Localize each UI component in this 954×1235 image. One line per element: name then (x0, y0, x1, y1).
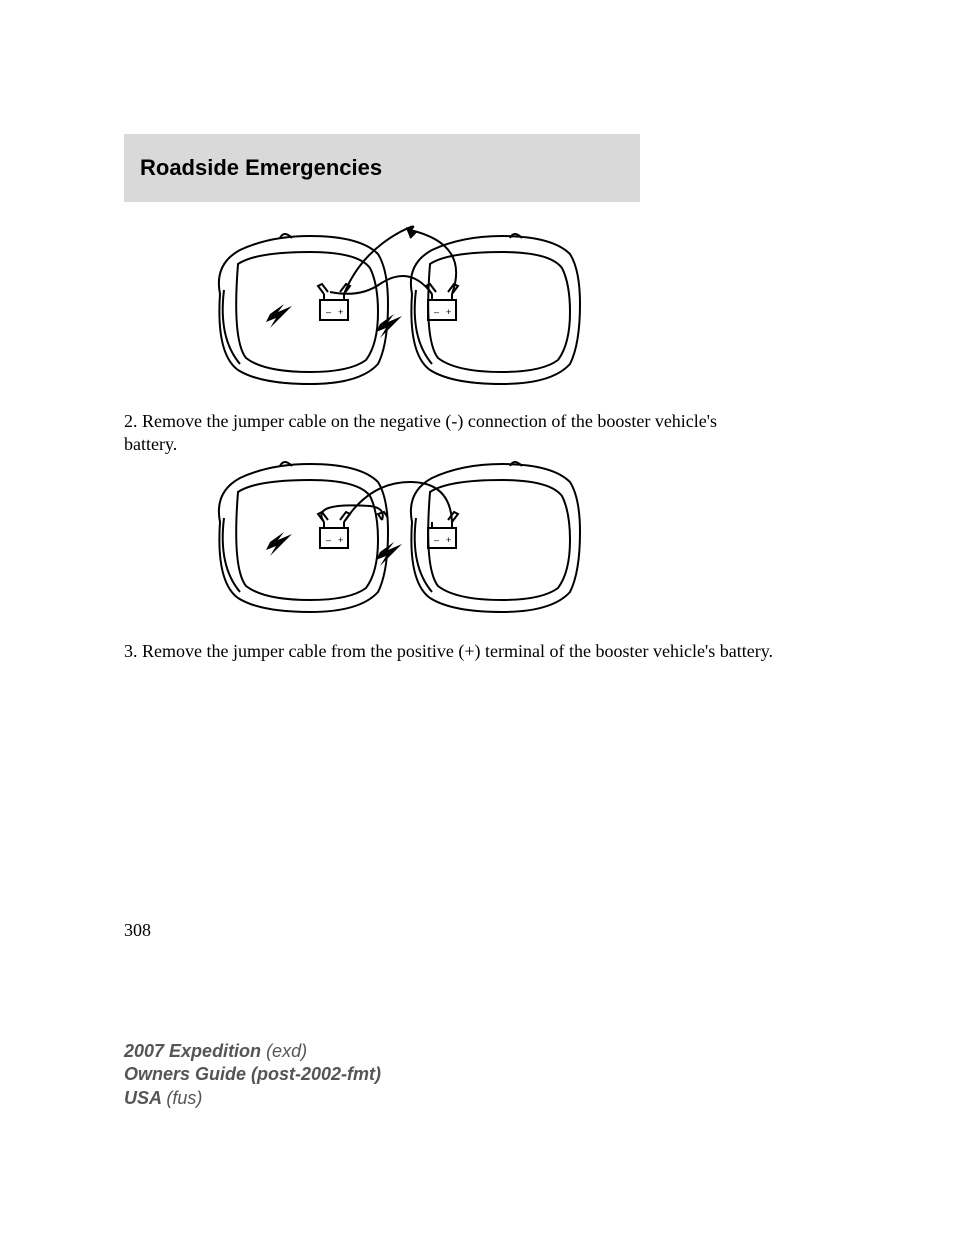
battery-neg-label: – (326, 307, 331, 317)
battery-pos-label: + (338, 307, 343, 317)
jumper-diagram-2: – + – + (210, 452, 590, 622)
battery-pos-label: + (446, 307, 451, 317)
footer-line-1: 2007 Expedition (exd) (124, 1040, 381, 1063)
footer-model: 2007 Expedition (124, 1041, 266, 1061)
footer-line-3: USA (fus) (124, 1087, 381, 1110)
footer-line-2: Owners Guide (post-2002-fmt) (124, 1063, 381, 1086)
step-3-text: 3. Remove the jumper cable from the posi… (124, 640, 774, 663)
footer-guide: Owners Guide (post-2002-fmt) (124, 1064, 381, 1084)
battery-pos-label: + (446, 535, 451, 545)
jumper-diagram-1: – + – + (210, 224, 590, 394)
footer-model-code: (exd) (266, 1041, 307, 1061)
footer-block: 2007 Expedition (exd) Owners Guide (post… (124, 1040, 381, 1110)
footer-region: USA (124, 1088, 166, 1108)
section-title: Roadside Emergencies (140, 155, 382, 181)
battery-neg-label: – (434, 535, 439, 545)
footer-region-code: (fus) (166, 1088, 202, 1108)
step-2-text: 2. Remove the jumper cable on the negati… (124, 410, 774, 455)
battery-neg-label: – (434, 307, 439, 317)
page-number: 308 (124, 920, 151, 941)
battery-pos-label: + (338, 535, 343, 545)
battery-neg-label: – (326, 535, 331, 545)
section-header-band: Roadside Emergencies (124, 134, 640, 202)
